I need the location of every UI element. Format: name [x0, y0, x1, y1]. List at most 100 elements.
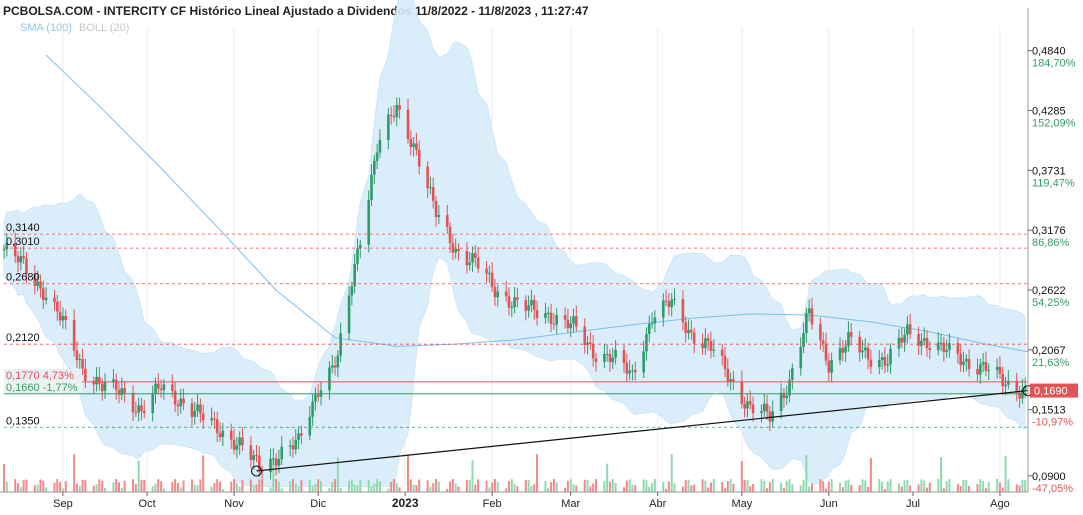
candle-body	[908, 324, 912, 335]
volume-bar	[373, 483, 376, 492]
volume-bar	[653, 479, 656, 492]
candle-body	[530, 299, 533, 306]
reference-line-label: 0,3140	[6, 222, 40, 234]
candle-body	[712, 349, 716, 351]
candle-body	[415, 143, 418, 150]
volume-bar	[353, 484, 356, 492]
candle-body	[701, 343, 704, 348]
y-tick-percent: 54,25%	[1032, 297, 1070, 309]
volume-bar	[984, 488, 987, 492]
volume-bar	[210, 486, 213, 492]
candle-body	[98, 376, 101, 384]
volume-bar	[59, 481, 62, 492]
candle-body	[445, 215, 449, 227]
volume-bar	[392, 479, 395, 492]
candle-body	[25, 258, 28, 274]
candle-body	[723, 355, 727, 369]
candle-body	[830, 360, 833, 373]
candle-body	[507, 296, 511, 308]
volume-bar	[415, 485, 418, 492]
legend-sma[interactable]: SMA (100)	[20, 22, 72, 34]
candle-body	[964, 358, 968, 362]
volume-bar	[280, 488, 283, 492]
volume-bar	[73, 454, 76, 492]
volume-bar	[909, 485, 912, 492]
volume-bar	[216, 479, 219, 492]
candle-body	[131, 393, 135, 413]
volume-bar	[830, 479, 833, 492]
candle-body	[356, 248, 359, 264]
candle-body	[897, 337, 901, 349]
candle-body	[917, 334, 920, 346]
volume-bar	[740, 461, 743, 492]
candles-layer	[2, 97, 1027, 482]
candle-body	[670, 299, 674, 308]
volume-bar	[291, 479, 294, 492]
candle-body	[36, 281, 39, 286]
volume-bar	[771, 479, 774, 492]
volume-bar	[435, 479, 438, 492]
volume-bar	[488, 487, 491, 492]
candle-body	[956, 343, 960, 355]
volume-bar	[724, 488, 727, 492]
volume-bar	[81, 479, 84, 492]
candle-body	[861, 350, 864, 353]
x-tick-label: Oct	[139, 498, 156, 510]
last-price-badge	[1030, 383, 1078, 398]
candle-body	[594, 358, 598, 362]
volume-bar	[45, 487, 48, 492]
candle-body	[213, 418, 216, 420]
candle-body	[762, 403, 766, 412]
volume-bar	[14, 479, 17, 492]
trendline-handle[interactable]	[250, 465, 262, 477]
candle-body	[232, 439, 236, 450]
candle-body	[633, 370, 637, 373]
volume-bar	[140, 479, 143, 492]
candle-body	[269, 458, 272, 473]
volume-bar	[732, 483, 735, 492]
volume-bar	[547, 488, 550, 492]
volume-bar	[1015, 484, 1018, 492]
candle-body	[75, 350, 79, 361]
candle-body	[555, 315, 558, 325]
volume-bar	[474, 484, 477, 492]
candle-body	[878, 360, 881, 368]
candle-body	[791, 368, 794, 380]
candle-body	[939, 342, 943, 344]
volume-bar	[555, 482, 558, 492]
candle-body	[311, 401, 314, 417]
candle-body	[252, 455, 255, 461]
volume-bar	[398, 487, 401, 492]
candle-body	[33, 273, 37, 286]
volume-bar	[255, 484, 258, 492]
x-tick-label: Jul	[906, 498, 920, 510]
y-tick-price: 0,2622	[1032, 285, 1066, 297]
candle-body	[732, 379, 735, 382]
volume-bar	[477, 479, 480, 492]
volume-bar	[889, 479, 892, 492]
candle-body	[471, 253, 474, 263]
legend-boll[interactable]: BOLL (20)	[79, 22, 130, 34]
candle-body	[746, 401, 749, 409]
y-tick-price: 0,3176	[1032, 225, 1066, 237]
volume-bar	[906, 479, 909, 492]
volume-bar	[513, 483, 516, 492]
volume-bar	[56, 479, 59, 492]
candle-body	[201, 413, 205, 421]
volume-bar	[982, 480, 985, 492]
trendline[interactable]	[256, 389, 1029, 472]
volume-bar	[603, 481, 606, 492]
candle-body	[583, 326, 587, 345]
candle-body	[241, 437, 244, 446]
candle-body	[294, 439, 298, 450]
volume-bar	[883, 488, 886, 492]
volume-bar	[317, 479, 320, 492]
volume-bar	[134, 484, 137, 492]
y-tick-price: 0,4840	[1032, 46, 1066, 58]
candle-body	[549, 312, 553, 324]
volume-bar	[968, 485, 971, 492]
y-tick-percent: -47,05%	[1032, 483, 1073, 495]
volume-bar	[524, 479, 527, 492]
volume-bar	[367, 480, 370, 492]
candle-body	[760, 411, 763, 414]
